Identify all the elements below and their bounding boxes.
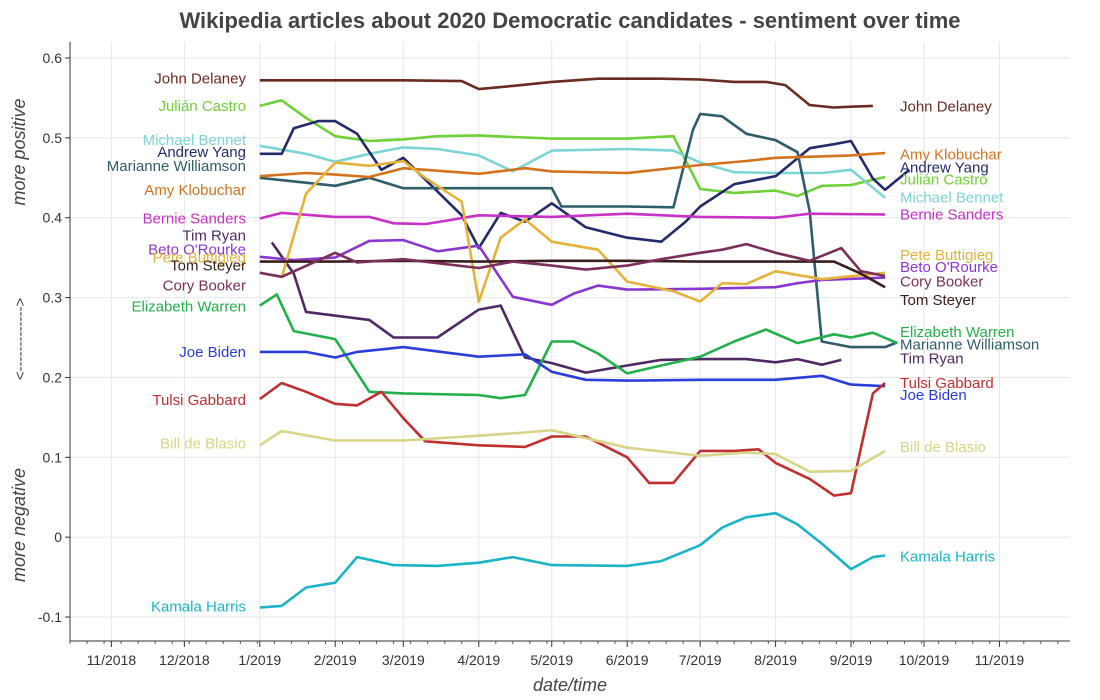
series-end-label: John Delaney [900,99,992,116]
series-end-label: Andrew Yang [900,159,989,176]
y-tick-label: 0 [54,529,62,545]
series-line [259,511,886,609]
series-start-label: John Delaney [154,71,246,88]
series-line [259,242,886,279]
series-end-label: Bill de Blasio [900,439,986,456]
y-axis-title-bottom: more negative [9,468,29,582]
series-start-label: Pete Buttigieg [153,250,246,267]
series-start-label: Amy Klobuchar [144,182,246,199]
x-tick-label: 11/2018 [87,652,137,668]
x-tick-label: 1/2019 [238,652,281,668]
x-tick-label: 4/2019 [457,652,500,668]
series-start-label: Bernie Sanders [143,211,246,228]
x-tick-label: 11/2019 [975,652,1025,668]
y-tick-label: 0.4 [43,210,63,226]
series-line [259,77,873,109]
series-end-label: Amy Klobuchar [900,147,1002,164]
series-end-label: Kamala Harris [900,548,995,565]
series-end-label: Tom Steyer [900,292,976,309]
series-line [259,238,886,307]
y-tick-label: 0.2 [43,369,63,385]
x-tick-label: 8/2019 [754,652,797,668]
series-start-label: Julián Castro [158,98,246,115]
series-end-label: Tulsi Gabbard [900,375,994,392]
series-lines [259,77,911,609]
y-tick-label: 0.5 [43,130,63,146]
series-line [270,241,842,374]
series-line [259,428,886,474]
axes: -0.1 0 0.1 0.2 0.3 0.4 0.5 0.6 11/2018 12/2018 1/2… [38,42,1070,668]
series-line [259,144,886,199]
series-start-label: Beto O'Rourke [148,242,246,259]
x-tick-label: 9/2019 [830,652,873,668]
x-tick-label: 2/2019 [314,652,357,668]
series-line [259,112,898,349]
series-start-label: Elizabeth Warren [132,298,247,315]
series-line [259,211,886,226]
x-axis-title: date/time [533,675,607,695]
x-tick-label: 3/2019 [382,652,425,668]
series-start-label: Tulsi Gabbard [152,392,246,409]
y-axis-title-top: more positive [9,98,29,205]
series-line [259,119,911,250]
series-start-label: Cory Booker [163,278,246,295]
series-start-label: Tim Ryan [182,227,246,244]
x-tick-label: 12/2018 [159,652,210,668]
series-end-label: Marianne Williamson [900,337,1039,354]
y-tick-label: -0.1 [38,609,62,625]
series-end-label: Beto O'Rourke [900,259,998,276]
y-tick-label: 0.3 [43,290,63,306]
y-tick-label: 0.1 [43,449,63,465]
series-start-label: Michael Bennet [143,132,247,149]
x-tick-label: 10/2019 [899,652,950,668]
series-end-label: Elizabeth Warren [900,324,1015,341]
series-line [259,151,886,179]
series-line [259,99,886,198]
series-end-label: Tim Ryan [900,350,964,367]
series-end-label: Michael Bennet [900,190,1004,207]
x-tick-label: 5/2019 [530,652,573,668]
series-end-label: Joe Biden [900,387,967,404]
series-start-label: Tom Steyer [170,258,246,275]
series-line [259,345,886,388]
series-start-label: Marianne Williamson [107,158,246,175]
x-tick-label: 7/2019 [679,652,722,668]
series-start-label: Andrew Yang [157,144,246,161]
series-end-label: Julián Castro [900,171,988,188]
series-end-label: Cory Booker [900,274,983,291]
series-line [259,381,886,497]
series-line [280,159,886,303]
series-end-label: Bernie Sanders [900,207,1003,224]
series-start-label: Bill de Blasio [160,436,246,453]
chart-title: Wikipedia articles about 2020 Democratic… [179,8,960,33]
series-start-label: Kamala Harris [151,599,246,616]
series-end-label: Pete Buttigieg [900,247,993,264]
series-line [259,293,898,400]
series-start-label: Joe Biden [179,344,246,361]
x-tick-label: 6/2019 [606,652,649,668]
y-tick-label: 0.6 [43,50,63,66]
y-axis-arrow: <-------------> [12,298,29,381]
